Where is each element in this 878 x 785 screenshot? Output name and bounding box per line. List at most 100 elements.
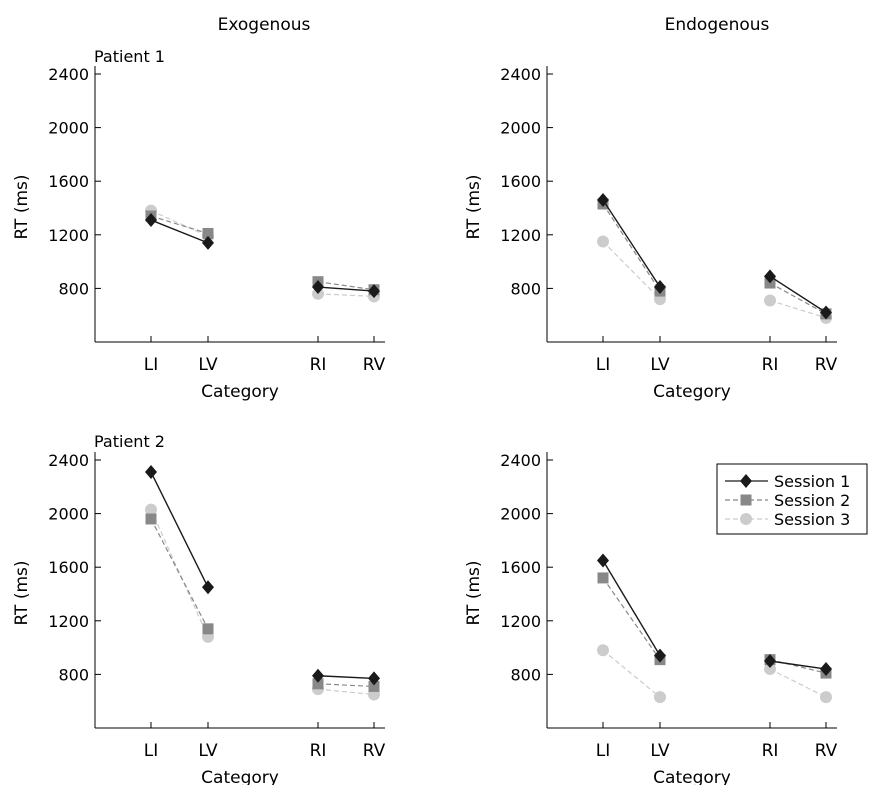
panel-3: 800 1200 1600 2000 2400 LI LV RI RV Category RT (m… (12, 451, 386, 785)
x-axis-title: Category (653, 768, 731, 785)
data-point-li (597, 553, 609, 568)
y-tick-label: 2400 (500, 65, 541, 84)
x-tick-label-ri: RI (762, 355, 779, 375)
panel-label-patient-2: Patient 2 (94, 432, 165, 451)
y-tick-label: 1600 (500, 172, 541, 191)
data-point-li (597, 192, 609, 207)
y-tick-label: 1600 (48, 172, 89, 191)
data-point-rv (820, 662, 832, 677)
series-line (602, 199, 661, 288)
y-tick-label: 2000 (500, 119, 541, 138)
panel-1: 800 1200 1600 2000 2400 LI LV RI RV Category RT (m… (12, 65, 386, 402)
data-point-ri (312, 668, 324, 683)
series-line (769, 282, 827, 315)
series-line (317, 675, 375, 680)
series-session-1 (597, 553, 832, 677)
legend-marker (740, 513, 752, 525)
legend-label-3: Session 3 (774, 510, 850, 529)
y-axis-title: RT (ms) (464, 174, 484, 239)
data-point-rv (820, 305, 832, 320)
series-line (317, 281, 375, 291)
x-tick-label-ri: RI (310, 741, 327, 761)
series-line (317, 683, 375, 688)
series-line (150, 509, 209, 638)
series-line (602, 241, 661, 300)
x-tick-label-rv: RV (815, 741, 838, 761)
series-line (317, 688, 375, 696)
series-line (150, 518, 209, 630)
x-tick-label-lv: LV (198, 741, 218, 761)
legend-label-2: Session 2 (774, 491, 850, 510)
series-line (769, 299, 827, 319)
series-session-3 (145, 503, 380, 701)
series-line (602, 560, 661, 656)
data-point-ri (764, 269, 776, 284)
series-session-3 (145, 204, 380, 303)
column-title-endogenous: Endogenous (665, 15, 770, 35)
y-tick-label: 800 (58, 665, 89, 684)
series-line (769, 275, 827, 314)
y-tick-label: 2400 (48, 451, 89, 470)
series-session-2 (145, 513, 380, 692)
x-tick-label-ri: RI (310, 355, 327, 375)
series-session-1 (145, 465, 380, 686)
data-point-lv (202, 580, 214, 595)
data-point-rv (368, 680, 380, 692)
series-session-1 (597, 192, 832, 320)
y-tick-label: 2400 (500, 451, 541, 470)
x-tick-label-lv: LV (198, 355, 218, 375)
panel-2: 800 1200 1600 2000 2400 LI LV RI RV Category RT (m… (464, 65, 838, 402)
x-tick-label-lv: LV (650, 741, 670, 761)
y-tick-label: 2000 (500, 505, 541, 524)
x-tick-label-li: LI (596, 741, 611, 761)
x-tick-label-li: LI (144, 355, 159, 375)
data-point-lv (654, 280, 666, 295)
series-line (602, 649, 661, 698)
y-axis-title: RT (ms) (464, 560, 484, 625)
data-point-lv (654, 691, 666, 704)
series-line (769, 668, 827, 698)
series-line (150, 210, 209, 237)
x-tick-label-rv: RV (815, 355, 838, 375)
y-tick-label: 1200 (500, 226, 541, 245)
x-axis-title: Category (201, 768, 279, 785)
series-line (602, 203, 661, 292)
data-point-lv (202, 227, 214, 239)
series-line (150, 215, 209, 235)
series-line (317, 293, 375, 298)
y-tick-label: 1200 (48, 612, 89, 631)
panel-4: 800 1200 1600 2000 2400 LI LV RI RV Category RT (m… (464, 451, 868, 785)
series-session-2 (597, 572, 832, 679)
y-tick-label: 1600 (500, 558, 541, 577)
x-axis-title: Category (653, 382, 731, 402)
data-point-ri (312, 280, 324, 295)
y-tick-label: 800 (58, 279, 89, 298)
data-point-lv (202, 235, 214, 250)
data-point-li (597, 644, 609, 657)
y-axis-title: RT (ms) (12, 174, 32, 239)
y-tick-label: 800 (510, 665, 541, 684)
y-tick-label: 800 (510, 279, 541, 298)
series-session-3 (597, 644, 832, 704)
data-point-ri (764, 654, 776, 668)
panel-label-patient-1: Patient 1 (94, 47, 165, 66)
x-tick-label-rv: RV (363, 741, 386, 761)
series-session-2 (597, 198, 832, 320)
y-tick-label: 1200 (48, 226, 89, 245)
column-title-exogenous: Exogenous (218, 15, 311, 35)
x-tick-label-ri: RI (762, 741, 779, 761)
y-tick-label: 2400 (48, 65, 89, 84)
data-point-li (145, 213, 157, 228)
data-point-rv (368, 284, 380, 299)
y-tick-label: 2000 (48, 505, 89, 524)
legend-marker (740, 494, 752, 506)
x-tick-label-lv: LV (650, 355, 670, 375)
y-tick-label: 1200 (500, 612, 541, 631)
y-tick-label: 2000 (48, 119, 89, 138)
data-point-lv (654, 648, 666, 663)
series-line (317, 286, 375, 292)
y-axis-title: RT (ms) (12, 560, 32, 625)
data-point-li (145, 503, 157, 516)
data-point-rv (368, 671, 380, 686)
